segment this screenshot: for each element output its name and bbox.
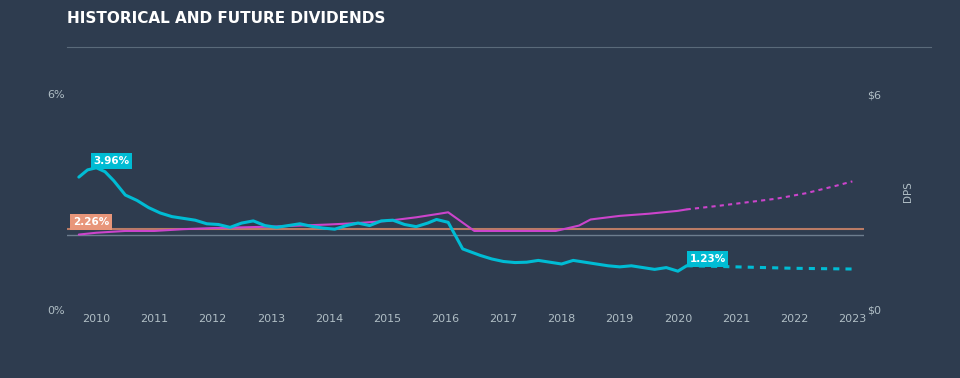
Text: 1.23%: 1.23% (689, 254, 726, 264)
Legend: WLTW yield, WLTW annual DPS, Insurance, Market: WLTW yield, WLTW annual DPS, Insurance, … (273, 376, 659, 378)
Text: DPS: DPS (902, 181, 913, 202)
Text: 3.96%: 3.96% (93, 156, 130, 166)
Text: HISTORICAL AND FUTURE DIVIDENDS: HISTORICAL AND FUTURE DIVIDENDS (67, 11, 386, 26)
Text: 2.26%: 2.26% (73, 217, 109, 227)
